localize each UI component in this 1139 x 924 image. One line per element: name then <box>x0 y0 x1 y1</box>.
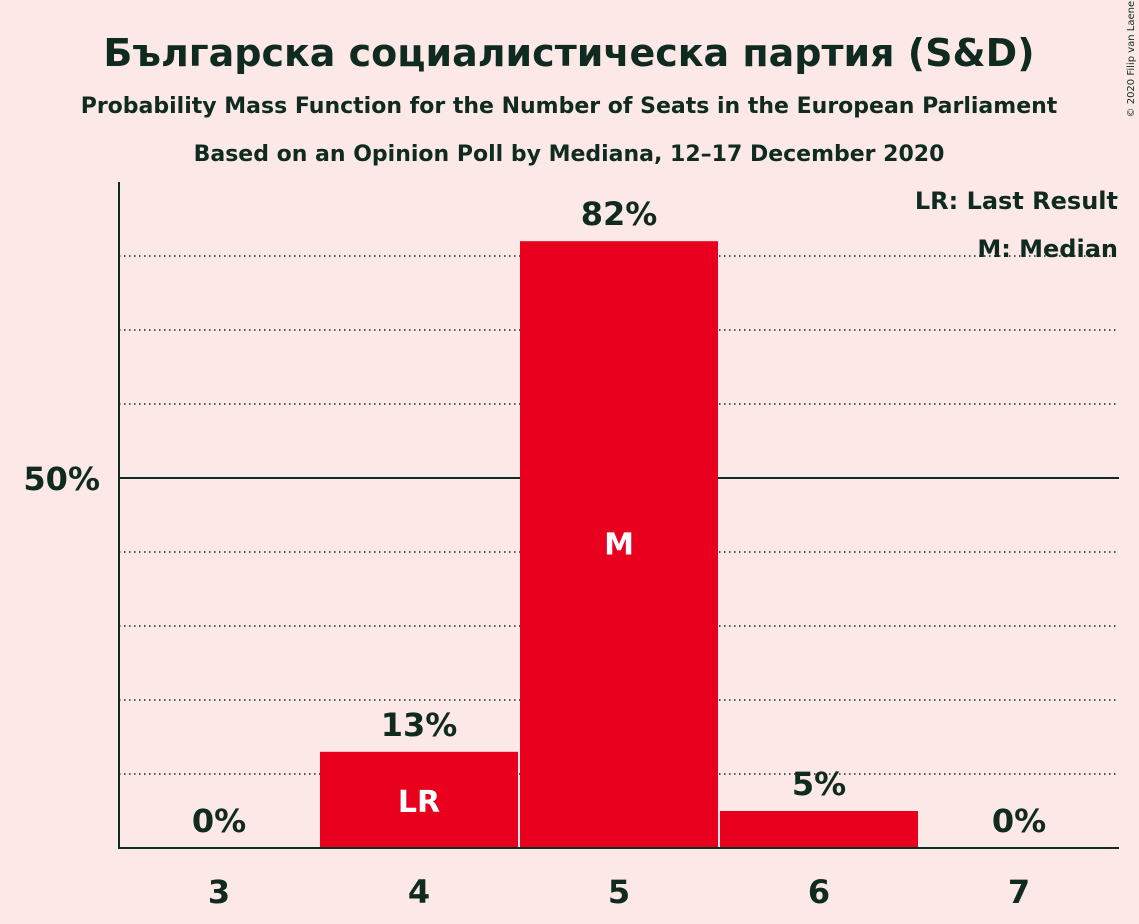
x-tick-3: 3 <box>208 873 230 911</box>
chart-subtitle-source: Based on an Opinion Poll by Mediana, 12–… <box>194 142 945 167</box>
x-tick-6: 6 <box>808 873 830 911</box>
bar-4 <box>320 751 518 848</box>
legend-last-result: LR: Last Result <box>915 187 1118 215</box>
y-tick-50: 50% <box>23 460 100 498</box>
value-label-5: 82% <box>581 195 658 233</box>
value-label-7: 0% <box>992 802 1046 840</box>
bars <box>320 241 918 848</box>
legend-median: M: Median <box>977 235 1118 263</box>
chart-subtitle: Probability Mass Function for the Number… <box>81 94 1058 119</box>
x-tick-labels: 3 4 5 6 7 <box>208 873 1030 911</box>
value-label-3: 0% <box>192 802 246 840</box>
bar-5 <box>520 241 718 848</box>
x-tick-4: 4 <box>408 873 430 911</box>
value-label-4: 13% <box>381 706 458 744</box>
bar-6 <box>720 811 918 848</box>
value-label-6: 5% <box>792 765 846 803</box>
bar-marker-lr: LR <box>398 785 440 820</box>
y-tick-labels: 50% <box>23 460 100 498</box>
x-tick-7: 7 <box>1008 873 1030 911</box>
x-tick-5: 5 <box>608 873 630 911</box>
bar-labels: 0% 13% LR 82% M 5% 0% <box>192 195 1046 840</box>
chart-title: Българска социалистическа партия (S&D) <box>103 31 1034 75</box>
copyright-notice: © 2020 Filip van Laenen <box>1126 0 1137 117</box>
bar-marker-m: M <box>604 528 634 563</box>
